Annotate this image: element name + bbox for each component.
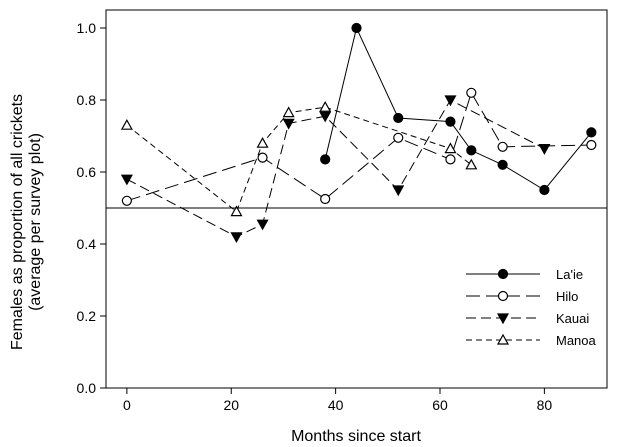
y-axis-label-line-1: Females as proportion of all crickets (9, 94, 26, 350)
data-point (122, 175, 132, 184)
x-tick-label: 0 (123, 397, 131, 413)
data-point (498, 142, 507, 151)
data-point (393, 186, 403, 195)
x-axis-ticks: 0 20 40 60 80 (123, 388, 552, 413)
data-point (352, 24, 361, 33)
legend-label: La'ie (556, 267, 583, 282)
x-tick-label: 20 (223, 397, 239, 413)
data-point (445, 96, 455, 105)
data-point (446, 155, 455, 164)
data-point (321, 155, 330, 164)
y-axis-label-line-2: (average per survey plot) (27, 133, 44, 311)
data-point (540, 186, 549, 195)
series-3 (122, 96, 550, 242)
series-layer (122, 24, 596, 242)
data-point (587, 141, 596, 150)
legend-item: Hilo (466, 289, 578, 304)
data-point (587, 128, 596, 137)
data-point (258, 138, 268, 147)
legend-label: Hilo (556, 289, 578, 304)
data-point (231, 233, 241, 242)
y-axis-ticks: 0.0 0.2 0.4 0.6 0.8 1.0 (77, 20, 106, 396)
series-2 (122, 88, 595, 205)
data-point (446, 117, 455, 126)
y-tick-label: 0.0 (77, 380, 97, 396)
data-point (467, 146, 476, 155)
data-point (284, 119, 294, 128)
data-point (284, 108, 294, 117)
x-tick-label: 80 (537, 397, 553, 413)
data-point (320, 102, 330, 111)
legend-label: Kauai (556, 311, 589, 326)
data-point (466, 160, 476, 169)
data-point (394, 114, 403, 123)
data-point (394, 133, 403, 142)
data-point (258, 220, 268, 229)
x-tick-label: 60 (432, 397, 448, 413)
series-1 (321, 24, 596, 195)
plot-frame (106, 10, 607, 388)
series-line (127, 107, 471, 211)
data-point (498, 160, 507, 169)
x-tick-label: 40 (328, 397, 344, 413)
data-point (539, 145, 549, 154)
x-axis-label: Months since start (291, 428, 421, 445)
data-point (258, 153, 267, 162)
series-line (127, 93, 591, 201)
y-tick-label: 0.8 (77, 92, 97, 108)
data-point (122, 196, 131, 205)
data-point (467, 88, 476, 97)
legend-label: Manoa (556, 333, 597, 348)
y-axis-label: Females as proportion of all crickets (a… (9, 94, 44, 350)
legend-item: Manoa (466, 333, 597, 348)
legend-marker (499, 270, 508, 279)
series-4 (122, 102, 476, 215)
data-point (321, 195, 330, 204)
legend-marker (499, 292, 508, 301)
y-tick-label: 1.0 (77, 20, 97, 36)
legend-item: Kauai (466, 311, 589, 326)
legend-item: La'ie (466, 267, 583, 282)
y-tick-label: 0.4 (77, 236, 97, 252)
data-point (122, 120, 132, 129)
y-tick-label: 0.6 (77, 164, 97, 180)
series-line (127, 100, 545, 237)
legend: La'ie Hilo Kauai Manoa (466, 267, 597, 348)
y-tick-label: 0.2 (77, 308, 97, 324)
